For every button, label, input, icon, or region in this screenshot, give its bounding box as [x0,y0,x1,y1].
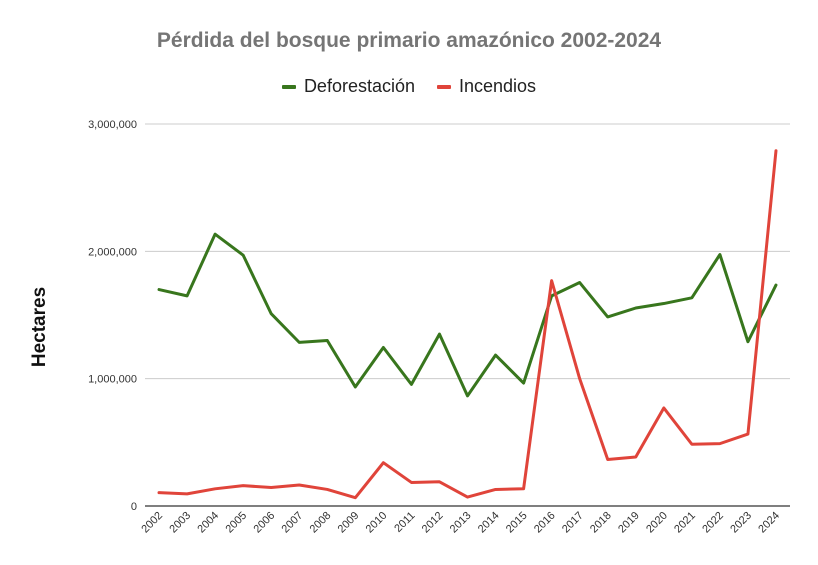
y-tick-label: 0 [131,501,137,513]
series-line-deforestacion [159,234,776,396]
x-tick-label: 2021 [672,510,698,536]
x-ticks: 2002 2003 2004 2005 2006 2007 2008 2009 2010 2011… [139,510,782,536]
series-layer [159,151,776,498]
x-tick-label: 2003 [167,510,193,536]
x-tick-label: 2024 [756,510,782,536]
x-tick-label: 2009 [336,510,362,536]
x-tick-label: 2018 [588,510,614,536]
x-tick-label: 2020 [644,510,670,536]
x-tick-label: 2017 [560,510,586,536]
y-ticks: 0 1,000,000 2,000,000 3,000,000 [88,119,137,513]
x-tick-label: 2002 [139,510,165,536]
y-tick-label: 3,000,000 [88,119,137,131]
x-tick-label: 2004 [195,510,221,536]
x-tick-label: 2015 [504,510,530,536]
x-tick-label: 2022 [700,510,726,536]
y-tick-label: 1,000,000 [88,374,137,386]
y-tick-label: 2,000,000 [88,246,137,258]
series-line-incendios [159,151,776,498]
x-tick-label: 2012 [420,510,446,536]
chart-container: Pérdida del bosque primario amazónico 20… [0,0,818,565]
x-tick-label: 2014 [476,510,502,536]
x-tick-label: 2011 [392,510,417,535]
x-tick-label: 2016 [532,510,558,536]
x-tick-label: 2005 [223,510,249,536]
x-tick-label: 2023 [728,510,754,536]
grid-layer [145,124,790,506]
plot-area: 01,000,0002,000,0003,000,000 2002 2003 200… [0,0,818,565]
x-tick-label: 2008 [308,510,334,536]
x-tick-label: 2006 [252,510,278,536]
x-tick-label: 2010 [364,510,390,536]
x-tick-label: 2019 [616,510,642,536]
x-tick-label: 2007 [280,510,306,536]
x-tick-label: 2013 [448,510,474,536]
